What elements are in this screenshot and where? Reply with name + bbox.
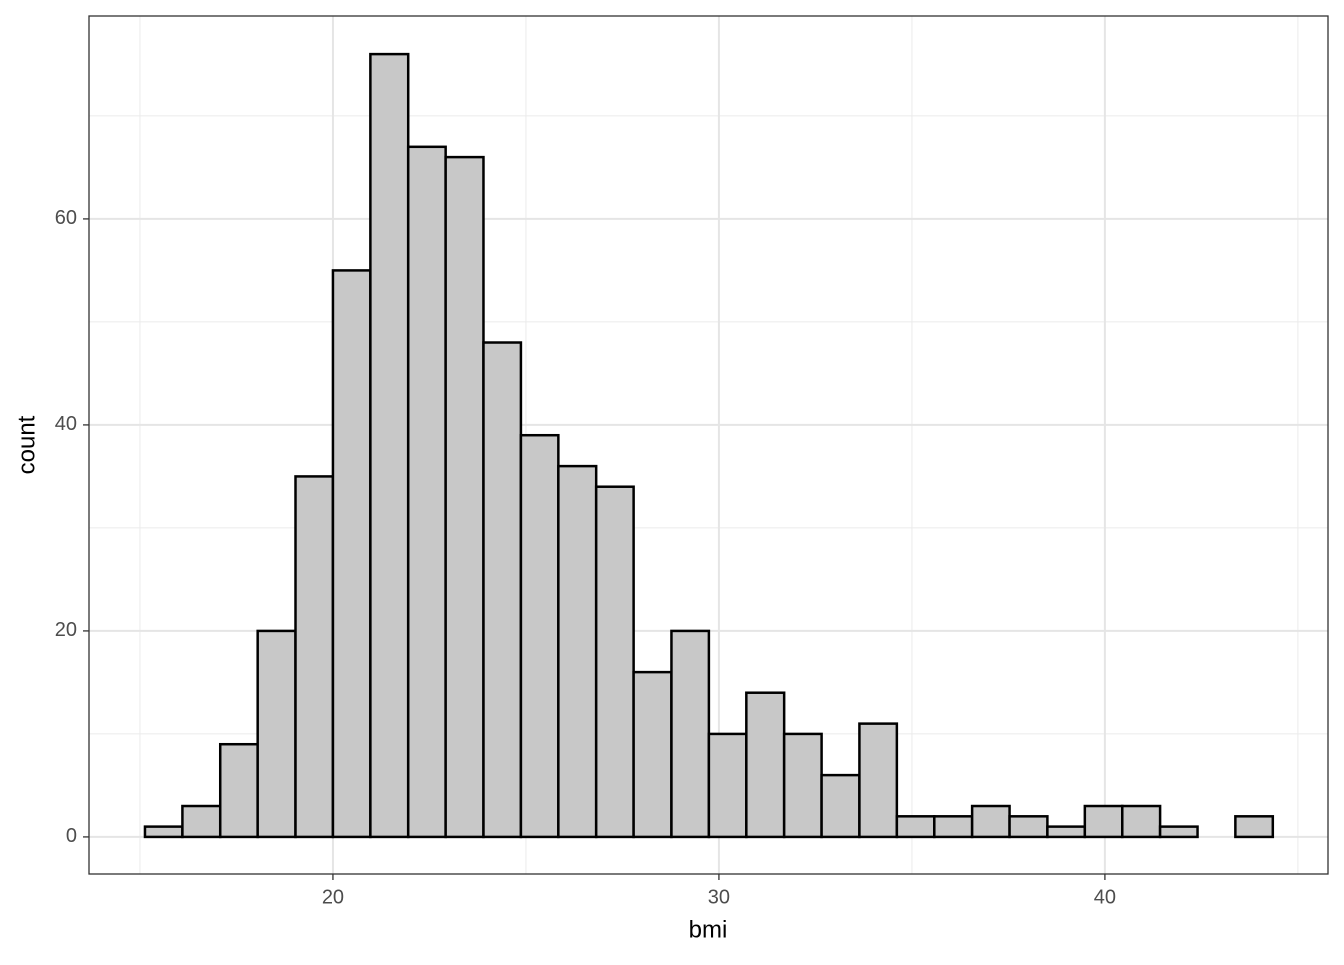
bar [707,732,748,839]
bar [331,269,372,839]
bar [519,433,560,839]
axes: 20 30 40 0 20 40 60 [55,207,1116,908]
bar [1046,825,1087,839]
bar [1083,804,1124,839]
bar [256,629,297,839]
bars [143,52,1275,839]
bar [1158,825,1199,839]
bar [482,341,523,839]
bar [406,145,447,839]
bar [444,155,485,839]
x-tick-label: 30 [708,886,730,908]
x-tick-label: 20 [322,886,344,908]
bar [632,670,673,839]
bar [1008,815,1049,839]
panel-border [88,15,1329,875]
bar [1234,815,1275,839]
grid [89,16,1328,874]
y-tick-label: 20 [55,619,77,641]
bar [294,475,335,839]
bar [670,629,711,839]
y-tick-label: 60 [55,207,77,229]
bar [820,773,861,839]
bar [594,485,635,839]
y-tick-label: 0 [66,825,77,847]
bar [858,722,899,839]
bar [181,804,222,839]
bar [933,815,974,839]
bar [782,732,823,839]
bar [143,825,184,839]
bar [1121,804,1162,839]
y-axis-title: count [13,415,40,474]
y-tick-label: 40 [55,413,77,435]
bar [895,815,936,839]
bar [557,464,598,839]
bar [970,804,1011,839]
bar [218,742,259,839]
x-axis-title: bmi [689,916,728,943]
bar [369,52,410,839]
x-tick-label: 40 [1094,886,1116,908]
bar [745,691,786,839]
